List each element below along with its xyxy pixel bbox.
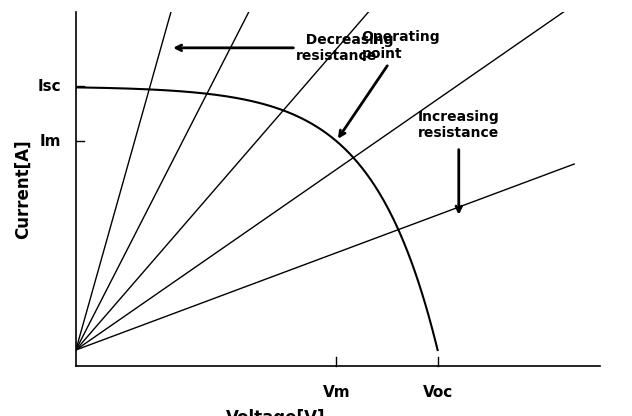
Text: Decreasing
resistance: Decreasing resistance bbox=[296, 33, 394, 63]
Text: Voltage[V]: Voltage[V] bbox=[226, 409, 325, 416]
Text: Vm: Vm bbox=[322, 385, 350, 400]
Text: Operating
point: Operating point bbox=[339, 30, 441, 136]
Text: Increasing
resistance: Increasing resistance bbox=[418, 109, 500, 140]
Text: Current[A]: Current[A] bbox=[15, 139, 32, 239]
Text: Im: Im bbox=[40, 134, 61, 149]
Text: Isc: Isc bbox=[38, 79, 61, 94]
Text: Voc: Voc bbox=[422, 385, 453, 400]
